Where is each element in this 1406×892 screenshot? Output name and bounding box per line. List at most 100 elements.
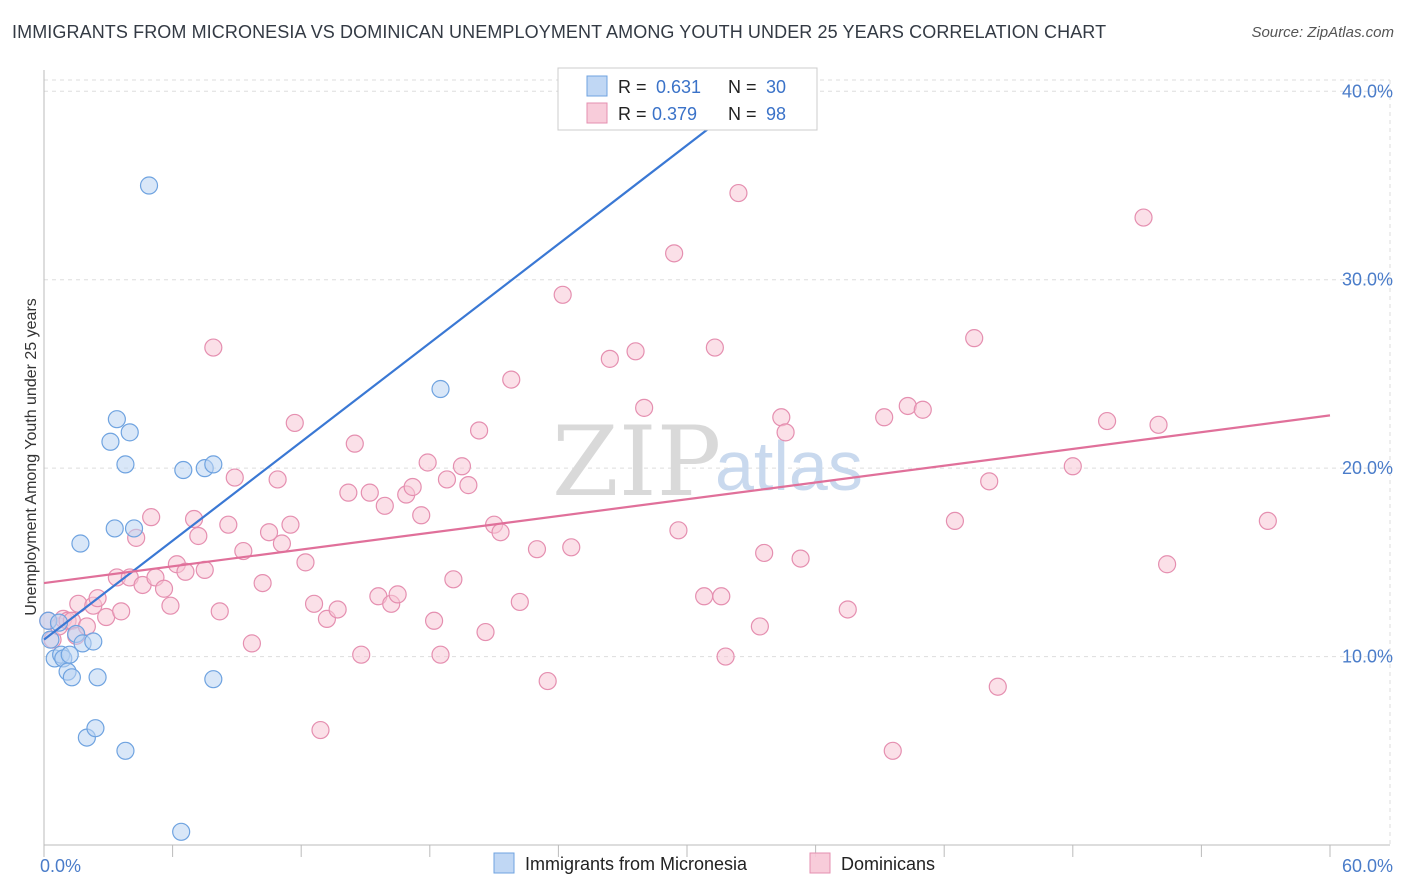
dominicans-point-27 xyxy=(210,602,229,621)
dominicans-point-42 xyxy=(328,600,347,619)
dominicans-point-59 xyxy=(452,457,472,476)
dominicans-point-44 xyxy=(345,434,364,453)
dominicans-point-89 xyxy=(898,396,917,416)
legend-n-label-2: N = xyxy=(728,104,757,124)
dominicans-point-22 xyxy=(176,562,195,581)
micronesia-point-23 xyxy=(139,176,159,195)
dominicans-point-100 xyxy=(1258,511,1277,531)
dominicans-point-55 xyxy=(424,611,444,630)
dominicans-point-24 xyxy=(189,526,208,546)
dominicans-point-80 xyxy=(729,183,748,203)
dominicans-point-45 xyxy=(352,645,371,664)
micronesia-point-22 xyxy=(124,519,144,538)
legend-r-value-1: 0.631 xyxy=(656,77,701,97)
bottom-legend-label-dominicans: Dominicans xyxy=(841,854,935,874)
micronesia-point-19 xyxy=(116,741,135,760)
dominicans-point-40 xyxy=(311,720,330,740)
dominicans-point-58 xyxy=(444,570,463,589)
micronesia-point-7 xyxy=(60,645,79,664)
micronesia-point-25 xyxy=(174,460,193,480)
y-tick-label-1: 20.0% xyxy=(1342,458,1393,478)
dominicans-point-95 xyxy=(1063,457,1082,476)
dominicans-point-82 xyxy=(755,543,774,563)
dominicans-point-39 xyxy=(304,594,324,613)
dominicans-point-76 xyxy=(695,587,714,606)
dominicans-points xyxy=(39,183,1277,760)
dominicans-point-26 xyxy=(204,338,223,357)
dominicans-point-97 xyxy=(1134,208,1153,227)
dominicans-point-81 xyxy=(750,617,769,636)
dominicans-point-52 xyxy=(403,477,422,497)
dominicans-point-87 xyxy=(875,408,894,427)
dominicans-point-30 xyxy=(234,541,253,561)
axes xyxy=(43,70,1390,857)
dominicans-point-31 xyxy=(242,634,262,653)
dominicans-point-96 xyxy=(1097,411,1117,431)
legend-r-label-1: R = xyxy=(618,77,647,97)
dominicans-point-62 xyxy=(476,622,495,642)
legend-n-label-1: N = xyxy=(728,77,757,97)
dominicans-point-61 xyxy=(469,421,489,440)
dominicans-point-32 xyxy=(253,573,272,593)
dominicans-point-84 xyxy=(776,423,795,442)
dominicans-point-17 xyxy=(142,508,161,527)
dominicans-point-60 xyxy=(459,476,478,495)
dominicans-point-77 xyxy=(705,338,724,357)
y-axis-label: Unemployment Among Youth under 25 years xyxy=(23,298,40,616)
micronesia-point-20 xyxy=(116,455,135,474)
dominicans-point-68 xyxy=(538,671,557,691)
legend-r-label-2: R = xyxy=(618,104,647,124)
micronesia-points xyxy=(39,176,450,841)
dominicans-point-20 xyxy=(161,596,180,615)
dominicans-point-98 xyxy=(1149,415,1168,434)
watermark: ZIP atlas xyxy=(552,406,863,518)
dominicans-point-67 xyxy=(527,540,547,559)
dominicans-point-38 xyxy=(296,553,315,572)
micronesia-point-10 xyxy=(71,534,90,553)
y-tick-labels: 10.0% 20.0% 30.0% 40.0% xyxy=(1342,81,1393,666)
bottom-legend-swatch-micronesia xyxy=(493,852,515,874)
watermark-zip: ZIP xyxy=(552,406,721,518)
dominicans-point-53 xyxy=(412,506,431,525)
micronesia-point-13 xyxy=(84,632,103,651)
dominicans-point-75 xyxy=(669,521,688,540)
dominicans-point-65 xyxy=(502,370,521,389)
micronesia-point-8 xyxy=(62,668,81,687)
dominicans-point-90 xyxy=(913,400,932,419)
micronesia-point-15 xyxy=(88,668,107,687)
dominicans-point-69 xyxy=(553,285,572,304)
dominicans-point-37 xyxy=(285,413,304,433)
x-tick-label-1: 60.0% xyxy=(1342,856,1393,876)
chart-source: Source: ZipAtlas.com xyxy=(1251,24,1394,41)
micronesia-point-14 xyxy=(86,719,105,738)
micronesia-point-29 xyxy=(431,379,450,399)
dominicans-point-13 xyxy=(112,602,131,621)
dominicans-point-50 xyxy=(388,585,407,604)
dominicans-point-92 xyxy=(965,329,984,348)
dominicans-point-78 xyxy=(712,587,731,606)
micronesia-point-16 xyxy=(101,432,120,451)
micronesia-point-28 xyxy=(204,455,223,474)
legend-swatch-blue xyxy=(586,75,608,97)
dominicans-point-43 xyxy=(339,483,358,502)
dominicans-point-70 xyxy=(562,538,581,557)
micronesia-point-24 xyxy=(172,822,191,841)
dominicans-point-66 xyxy=(510,592,529,612)
micronesia-point-1 xyxy=(41,630,60,649)
dominicans-point-71 xyxy=(600,349,619,368)
dominicans-point-46 xyxy=(360,483,379,502)
x-tick-labels: 0.0% 60.0% xyxy=(40,856,1393,876)
legend-n-value-1: 30 xyxy=(766,77,786,97)
bottom-legend-swatch-dominicans xyxy=(809,852,831,874)
micronesia-point-18 xyxy=(107,410,126,429)
micronesia-point-27 xyxy=(204,670,223,689)
dominicans-point-94 xyxy=(988,677,1007,696)
dominicans-point-57 xyxy=(437,470,457,489)
dominicans-point-91 xyxy=(945,511,965,531)
top-legend: R = 0.631 N = 30 R = 0.379 N = 98 xyxy=(557,67,818,131)
dominicans-point-36 xyxy=(281,515,300,534)
chart-title: IMMIGRANTS FROM MICRONESIA VS DOMINICAN … xyxy=(12,22,1107,42)
y-tick-label-3: 40.0% xyxy=(1342,81,1393,101)
dominicans-point-73 xyxy=(635,398,654,417)
